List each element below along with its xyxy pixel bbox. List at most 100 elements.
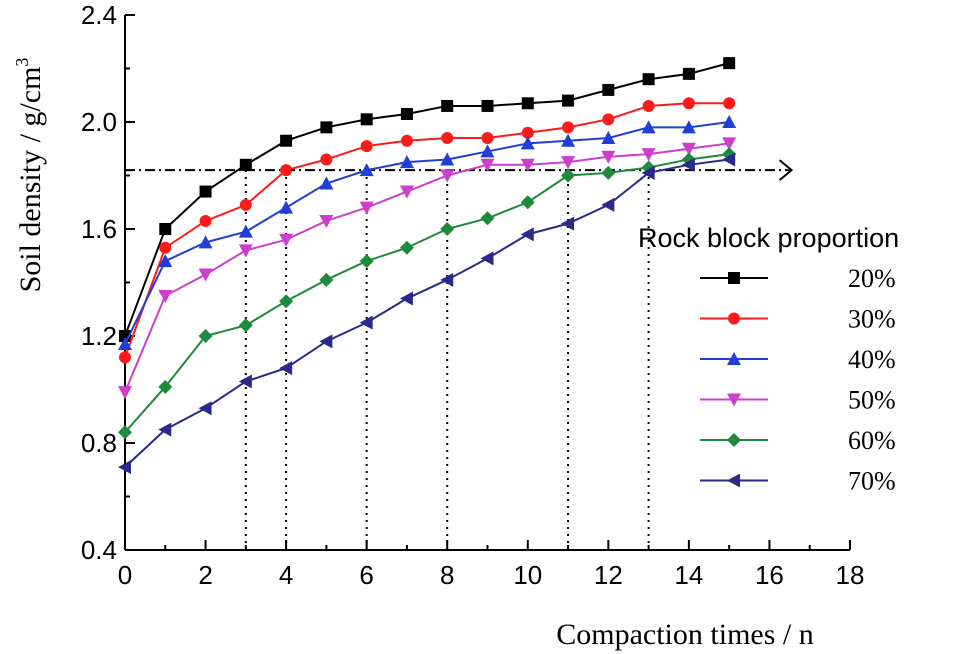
data-point <box>199 185 212 198</box>
data-point <box>520 158 535 172</box>
data-point <box>359 315 373 330</box>
data-point <box>238 224 253 238</box>
data-point <box>399 155 414 169</box>
data-point <box>119 351 131 364</box>
data-point <box>279 233 294 247</box>
series-30pct <box>119 97 736 364</box>
data-point <box>441 132 454 145</box>
data-point <box>319 334 333 349</box>
data-point <box>198 401 212 416</box>
data-point <box>562 94 575 107</box>
series-70pct <box>118 152 736 475</box>
data-point <box>279 200 294 214</box>
y-tick-label: 0.8 <box>81 428 117 458</box>
data-point <box>601 165 616 180</box>
data-point <box>118 386 132 400</box>
data-point <box>360 140 373 153</box>
data-point <box>320 121 333 134</box>
data-point <box>159 223 172 235</box>
series-40pct <box>118 115 737 351</box>
data-point <box>199 214 212 227</box>
data-point <box>279 294 294 309</box>
y-tick-label: 2.0 <box>81 107 117 137</box>
series-line <box>124 102 730 358</box>
y-axis-title: Soil density / g/cm3 <box>12 58 47 293</box>
reference-arrow-head <box>778 159 794 181</box>
legend-label: 60% <box>848 426 896 455</box>
data-point <box>198 268 213 282</box>
data-point <box>480 211 495 226</box>
x-tick-label: 10 <box>513 560 542 590</box>
data-point <box>239 198 252 211</box>
data-point <box>279 361 293 376</box>
legend-label: 30% <box>848 305 896 334</box>
series-60pct <box>118 147 737 440</box>
data-point <box>198 329 213 343</box>
x-tick-label: 0 <box>118 560 132 590</box>
legend-item: 40% <box>700 345 896 374</box>
data-point <box>158 289 173 303</box>
data-point <box>681 120 696 134</box>
data-point <box>601 131 616 145</box>
data-point <box>238 318 253 333</box>
data-point <box>118 460 131 475</box>
data-point <box>118 425 132 440</box>
data-point <box>280 134 293 147</box>
legend-label: 20% <box>848 264 896 293</box>
x-tick-label: 8 <box>440 560 454 590</box>
data-point <box>601 150 616 164</box>
y-axis-title-superscript: 3 <box>12 58 32 67</box>
data-point <box>359 201 374 215</box>
data-point <box>359 163 374 177</box>
y-tick-label: 2.4 <box>81 0 117 30</box>
legend-label: 50% <box>848 386 896 415</box>
data-point <box>682 67 695 80</box>
data-point <box>521 126 534 139</box>
legend-swatch-marker <box>728 272 740 284</box>
series-20pct <box>119 57 736 342</box>
plot-area <box>125 159 794 550</box>
x-tick-label: 18 <box>836 560 865 590</box>
data-point <box>521 97 534 110</box>
data-point <box>681 142 696 156</box>
data-point <box>562 121 575 134</box>
data-point <box>158 379 173 394</box>
legend-swatch-marker <box>727 352 741 365</box>
legend-item: 30% <box>700 305 896 334</box>
data-point <box>280 164 293 177</box>
data-point <box>320 153 333 166</box>
legend-item: 20% <box>700 264 896 293</box>
data-point <box>602 113 615 126</box>
data-point <box>159 241 172 254</box>
data-point <box>480 251 494 266</box>
data-point <box>641 165 655 180</box>
data-point <box>399 240 414 255</box>
data-point <box>440 222 455 236</box>
data-point <box>238 244 253 258</box>
x-tick-label: 12 <box>594 560 623 590</box>
legend-label: 40% <box>848 345 896 374</box>
x-tick-label: 16 <box>755 560 784 590</box>
data-point <box>319 272 334 287</box>
series-lines <box>118 57 737 475</box>
data-point <box>601 197 615 212</box>
data-point <box>722 152 736 167</box>
y-tick-label: 0.4 <box>81 535 117 565</box>
legend-swatch-marker <box>727 393 741 407</box>
legend-label: 70% <box>848 467 896 496</box>
x-tick-label: 2 <box>198 560 212 590</box>
data-point <box>360 113 373 126</box>
data-point <box>723 97 736 110</box>
series-line <box>124 121 730 345</box>
data-point <box>642 99 655 112</box>
data-point <box>118 337 132 351</box>
legend-item: 50% <box>700 386 896 415</box>
series-line <box>124 62 730 337</box>
legend-item: 70% <box>700 467 896 496</box>
data-point <box>400 107 413 120</box>
x-tick-label: 14 <box>674 560 703 590</box>
data-point <box>481 132 494 145</box>
data-point <box>239 158 252 171</box>
data-point <box>520 136 535 150</box>
data-point <box>481 99 494 112</box>
